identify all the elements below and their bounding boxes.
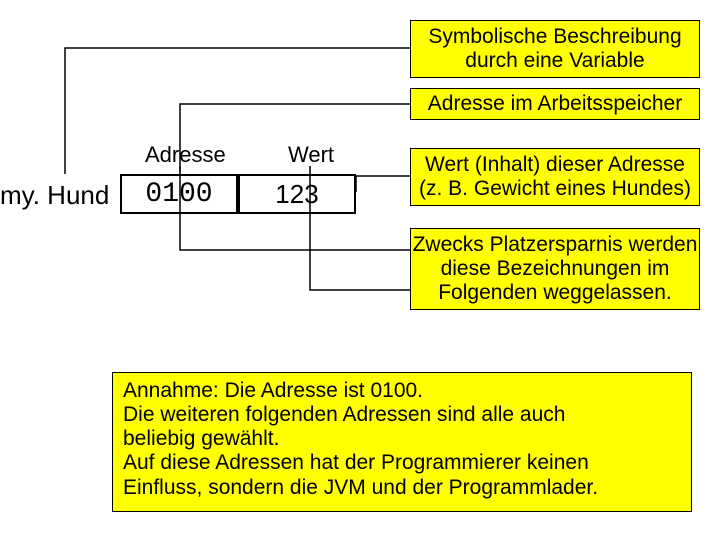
symbolic-description-box: Symbolische Beschreibung durch eine Vari…: [410, 20, 700, 78]
wert-header: Wert: [288, 142, 334, 168]
value-desc-line1: Wert (Inhalt) dieser Adresse: [425, 153, 685, 177]
omitted-line3: Folgenden weggelassen.: [438, 281, 672, 305]
omitted-box: Zwecks Platzersparnis werden diese Bezei…: [410, 228, 700, 310]
assumption-line1: Annahme: Die Adresse ist 0100.: [123, 379, 423, 403]
assumption-line5: Einfluss, sondern die JVM und der Progra…: [123, 476, 598, 500]
assumption-line4: Auf diese Adressen hat der Programmierer…: [123, 451, 589, 475]
address-memory-text: Adresse im Arbeitsspeicher: [428, 92, 682, 116]
assumption-box: Annahme: Die Adresse ist 0100. Die weite…: [112, 372, 692, 512]
variable-name-label: my. Hund: [0, 180, 109, 211]
address-cell: 0100: [120, 174, 238, 214]
assumption-line2: Die weiteren folgenden Adressen sind all…: [123, 403, 565, 427]
omitted-line2: diese Bezeichnungen im: [441, 257, 670, 281]
omitted-line1: Zwecks Platzersparnis werden: [413, 233, 698, 257]
adresse-header: Adresse: [145, 142, 226, 168]
symbolic-line1: Symbolische Beschreibung: [428, 25, 681, 49]
value-cell: 123: [238, 174, 356, 214]
value-description-box: Wert (Inhalt) dieser Adresse (z. B. Gewi…: [410, 148, 700, 206]
assumption-line3: beliebig gewählt.: [123, 427, 279, 451]
value-desc-line2: (z. B. Gewicht eines Hundes): [419, 177, 691, 201]
address-memory-box: Adresse im Arbeitsspeicher: [410, 88, 700, 120]
symbolic-line2: durch eine Variable: [465, 49, 644, 73]
